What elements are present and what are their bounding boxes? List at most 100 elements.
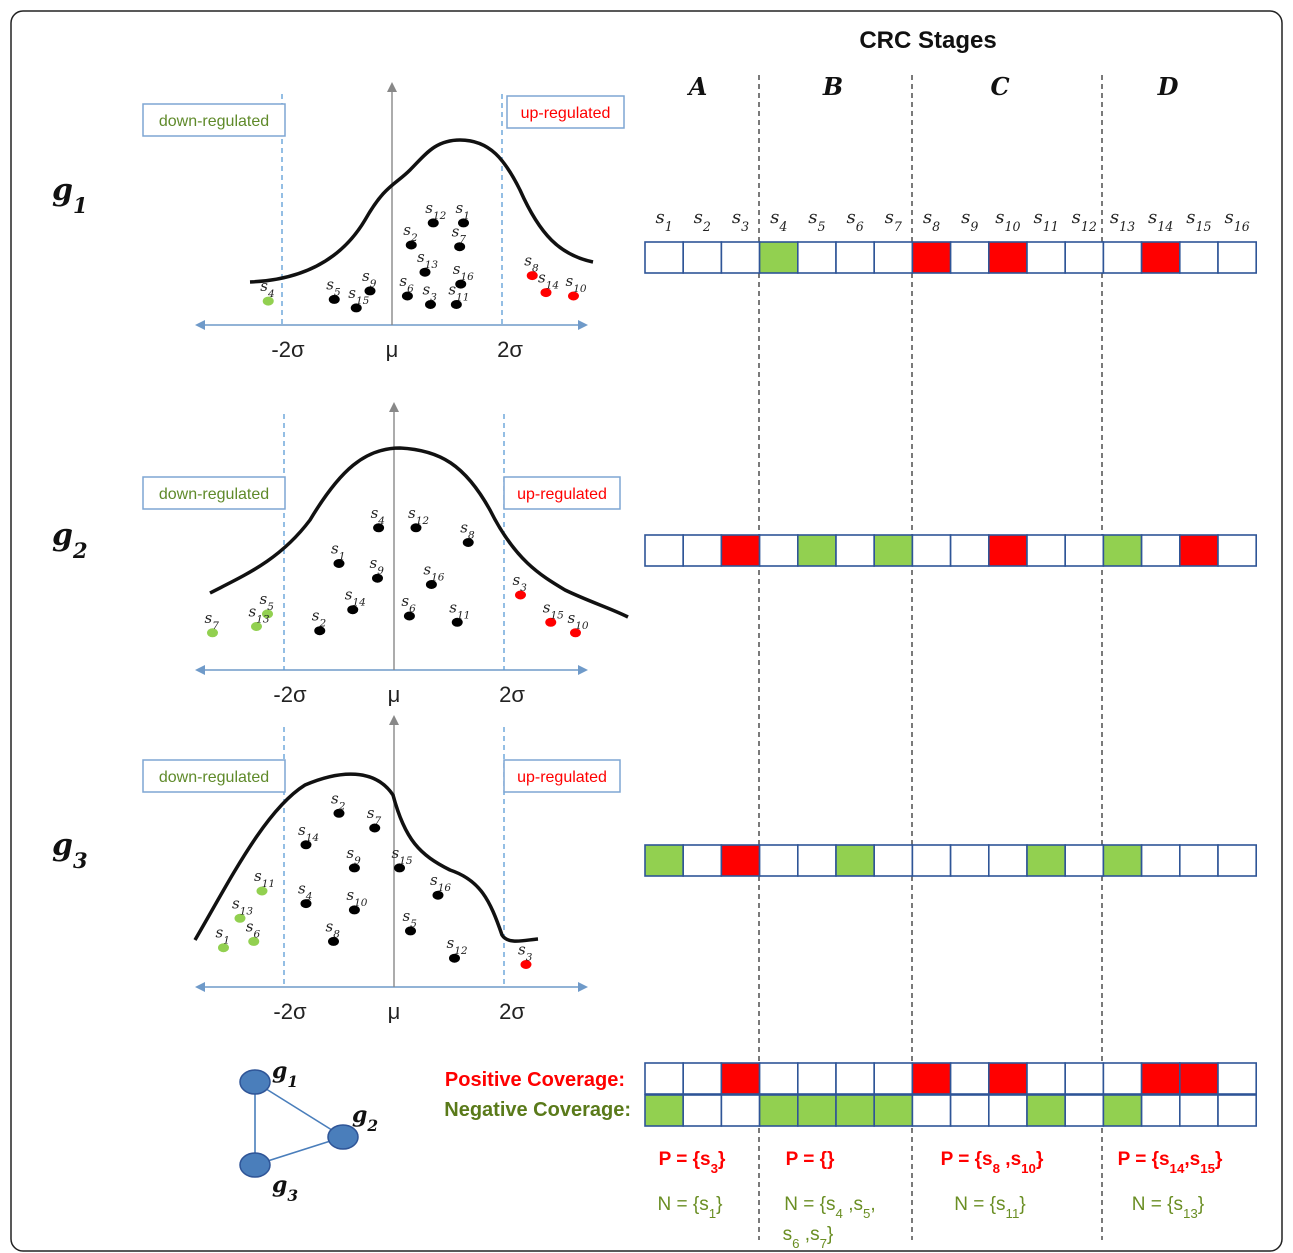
sample-label-s11: s11	[1033, 207, 1058, 234]
sample-point-label-s15: s15	[348, 284, 369, 307]
stage-header-C: C	[990, 72, 1009, 101]
sample-point-s6	[401, 291, 413, 301]
gene-rows	[644, 241, 1258, 877]
grid-cell	[1102, 1062, 1143, 1095]
grid-cell	[758, 241, 799, 274]
sample-point-s14	[347, 605, 359, 615]
sample-point-s1	[218, 943, 229, 953]
grid-cell	[949, 1062, 990, 1095]
sample-point-s1	[458, 218, 469, 228]
sample-point-label-s12: s12	[447, 934, 468, 957]
sample-point-label-s4: s4	[298, 880, 312, 903]
gene-row-g3	[644, 844, 1258, 877]
negative-coverage-row	[644, 1094, 1258, 1127]
grid-cell	[720, 1062, 761, 1095]
sample-point-s2	[333, 808, 345, 818]
sample-label-s5: s5	[808, 207, 825, 234]
grid-cell	[1064, 534, 1105, 567]
network-edges	[254, 1080, 345, 1167]
grid-cell	[1026, 534, 1067, 567]
grid-cell	[1140, 1094, 1181, 1127]
grid-cell	[720, 241, 761, 274]
sample-point-label-s3: s3	[513, 571, 528, 594]
grid-cell	[1064, 1094, 1105, 1127]
sample-point-label-s11: s11	[448, 281, 469, 304]
sample-point-s13	[251, 622, 262, 631]
sample-point-s10	[348, 905, 360, 915]
grid-cell	[1026, 241, 1067, 274]
grid-cell	[911, 1062, 952, 1095]
sample-point-s6	[403, 611, 415, 621]
sample-point-label-s15: s15	[392, 844, 413, 867]
grid-cell	[949, 241, 990, 274]
sample-point-label-s12: s12	[408, 504, 429, 527]
sample-point-label-s16: s16	[453, 260, 474, 283]
axis-label-plus-2sigma: 2σ	[499, 682, 525, 707]
sample-label-s12: s12	[1072, 207, 1097, 234]
stage-header-D: D	[1157, 72, 1179, 101]
grid-cell	[1179, 1062, 1219, 1095]
gene-panel-g1: -2σ μ 2σ down-regulated up-regulated g1 s1 s12 s…	[52, 82, 625, 362]
sample-point-label-s2: s2	[312, 607, 327, 630]
sample-point-label-s2: s2	[331, 789, 346, 812]
sample-point-label-s13: s13	[249, 603, 270, 626]
grid-cell	[644, 844, 685, 877]
sample-point-label-s14: s14	[538, 269, 559, 292]
grid-cell	[1217, 241, 1258, 274]
sample-point-s16	[432, 890, 444, 900]
svg-text:up-regulated: up-regulated	[517, 486, 607, 503]
coverage-section: Positive Coverage: Negative Coverage:	[444, 1062, 1258, 1127]
grid-cell	[796, 1094, 837, 1127]
grid-cell	[949, 1094, 990, 1127]
positive-coverage-label: Positive Coverage:	[445, 1069, 625, 1091]
grid-cell	[873, 534, 914, 567]
svg-text:down-regulated: down-regulated	[159, 769, 269, 786]
sample-point-label-s4: s4	[371, 504, 385, 527]
sample-label-s3: s3	[732, 207, 749, 234]
grid-cell	[987, 1062, 1028, 1095]
sample-point-s6	[248, 936, 260, 946]
gene-label-g3: g3	[52, 828, 88, 873]
sample-point-s4	[300, 899, 312, 909]
grid-cell	[682, 241, 723, 274]
network-node-g1	[239, 1069, 271, 1095]
sample-point-label-s8: s8	[524, 252, 539, 275]
sample-point-s7	[369, 823, 381, 833]
gene-panel-g2: -2σ μ 2σ down-regulated up-regulated g2 s4 s12 s…	[52, 402, 629, 707]
grid-cell	[644, 1062, 685, 1095]
sample-point-label-s13: s13	[417, 248, 438, 271]
grid-cell	[911, 241, 952, 274]
axis-label-plus-2sigma: 2σ	[497, 337, 523, 362]
grid-cell	[796, 241, 837, 274]
x-axis-arrow-left	[195, 320, 205, 330]
sample-point-s13	[234, 913, 246, 923]
sample-point-s15	[350, 303, 362, 313]
sample-point-s16	[455, 279, 467, 289]
sample-point-s7	[454, 242, 466, 252]
axis-label-mu: μ	[388, 999, 401, 1024]
sample-point-label-s9: s9	[362, 267, 377, 290]
negative-set-B: N = {s4 ,s5,	[784, 1194, 875, 1221]
sample-point-s2	[314, 626, 326, 636]
grid-cell	[644, 534, 685, 567]
sample-label-s16: s16	[1224, 207, 1249, 234]
x-axis-arrow-left	[195, 665, 205, 675]
sample-point-s12	[449, 953, 460, 963]
sample-label-s1: s1	[655, 207, 672, 234]
gene-label-g2: g2	[52, 518, 88, 563]
sample-point-s12	[427, 218, 439, 228]
sample-point-label-s10: s10	[568, 609, 589, 632]
sample-point-label-s11: s11	[254, 867, 275, 890]
x-axis-arrow-right	[578, 665, 588, 675]
grid-cell	[1179, 1094, 1219, 1127]
svg-text:up-regulated: up-regulated	[517, 769, 607, 786]
sample-label-s2: s2	[694, 207, 711, 234]
distribution-curve	[249, 138, 594, 284]
sample-label-s15: s15	[1186, 207, 1211, 234]
sample-label-s8: s8	[923, 207, 940, 234]
grid-cell	[682, 844, 723, 877]
sample-point-label-s8: s8	[326, 917, 341, 940]
grid-cell	[1102, 844, 1143, 877]
figure-frame	[10, 10, 1283, 1252]
sample-point-label-s9: s9	[346, 844, 361, 867]
